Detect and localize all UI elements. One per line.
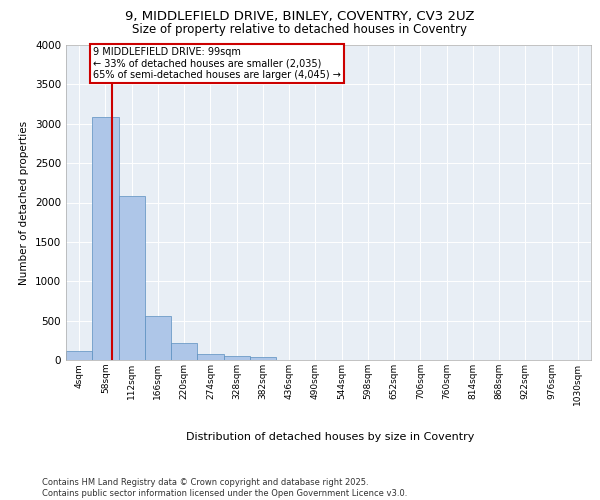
Y-axis label: Number of detached properties: Number of detached properties (19, 120, 29, 284)
Bar (250, 357, 276, 360)
Bar (197, 354, 223, 360)
Bar (171, 342, 197, 360)
Text: Contains HM Land Registry data © Crown copyright and database right 2025.
Contai: Contains HM Land Registry data © Crown c… (42, 478, 407, 498)
Text: 9, MIDDLEFIELD DRIVE, BINLEY, COVENTRY, CV3 2UZ: 9, MIDDLEFIELD DRIVE, BINLEY, COVENTRY, … (125, 10, 475, 23)
Text: Distribution of detached houses by size in Coventry: Distribution of detached houses by size … (186, 432, 474, 442)
Bar (223, 356, 250, 360)
Text: 9 MIDDLEFIELD DRIVE: 99sqm
← 33% of detached houses are smaller (2,035)
65% of s: 9 MIDDLEFIELD DRIVE: 99sqm ← 33% of deta… (93, 46, 341, 80)
Bar (145, 316, 171, 360)
Text: Size of property relative to detached houses in Coventry: Size of property relative to detached ho… (133, 22, 467, 36)
Bar (92, 118, 119, 360)
Bar (66, 350, 92, 360)
Bar (119, 196, 145, 360)
